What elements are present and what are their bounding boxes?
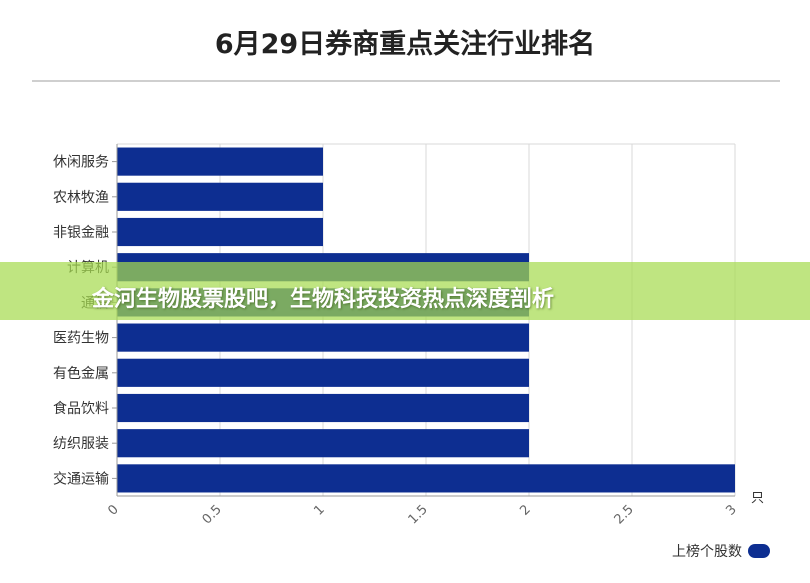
x-tick-labels: 0 0.5 1 1.5 2 2.5 3 [105, 502, 739, 527]
category-label: 农林牧渔 [53, 190, 109, 206]
bar[interactable] [117, 217, 323, 247]
category-label: 纺织服装 [53, 436, 109, 452]
category-label: 非银金融 [53, 225, 109, 241]
bar[interactable] [117, 147, 323, 176]
legend-swatch [748, 544, 770, 558]
bar[interactable] [117, 182, 323, 211]
category-label: 交通运输 [53, 470, 109, 487]
bar[interactable] [117, 464, 735, 493]
x-tick-label: 0.5 [200, 502, 225, 527]
banner-text: 金河生物股票股吧，生物科技投资热点深度剖析 [92, 287, 555, 312]
category-labels: 休闲服务农林牧渔非银金融计算机通信医药生物有色金属食品饮料纺织服装交通运输 [53, 155, 109, 488]
overlay-banner [0, 262, 810, 320]
x-tick-label: 2 [517, 502, 533, 518]
category-label: 医药生物 [53, 331, 109, 347]
x-tick-label: 1.5 [406, 502, 431, 527]
legend[interactable]: 上榜个股数 [672, 541, 770, 561]
x-tick-label: 3 [723, 502, 739, 518]
chart-title: 6月29日券商重点关注行业排名 [214, 29, 596, 60]
x-tick-label: 0 [105, 502, 121, 518]
bar[interactable] [117, 323, 529, 352]
bar[interactable] [117, 393, 529, 423]
x-tick-label: 2.5 [612, 502, 637, 527]
x-tick-label: 1 [311, 502, 327, 518]
legend-label: 上榜个股数 [672, 544, 742, 560]
bar[interactable] [117, 429, 529, 458]
bar[interactable] [117, 358, 529, 387]
category-label: 有色金属 [53, 365, 109, 382]
category-label: 休闲服务 [53, 155, 109, 171]
title-divider [32, 80, 780, 82]
x-axis-unit: 只 [751, 491, 764, 506]
category-label: 食品饮料 [53, 400, 109, 417]
